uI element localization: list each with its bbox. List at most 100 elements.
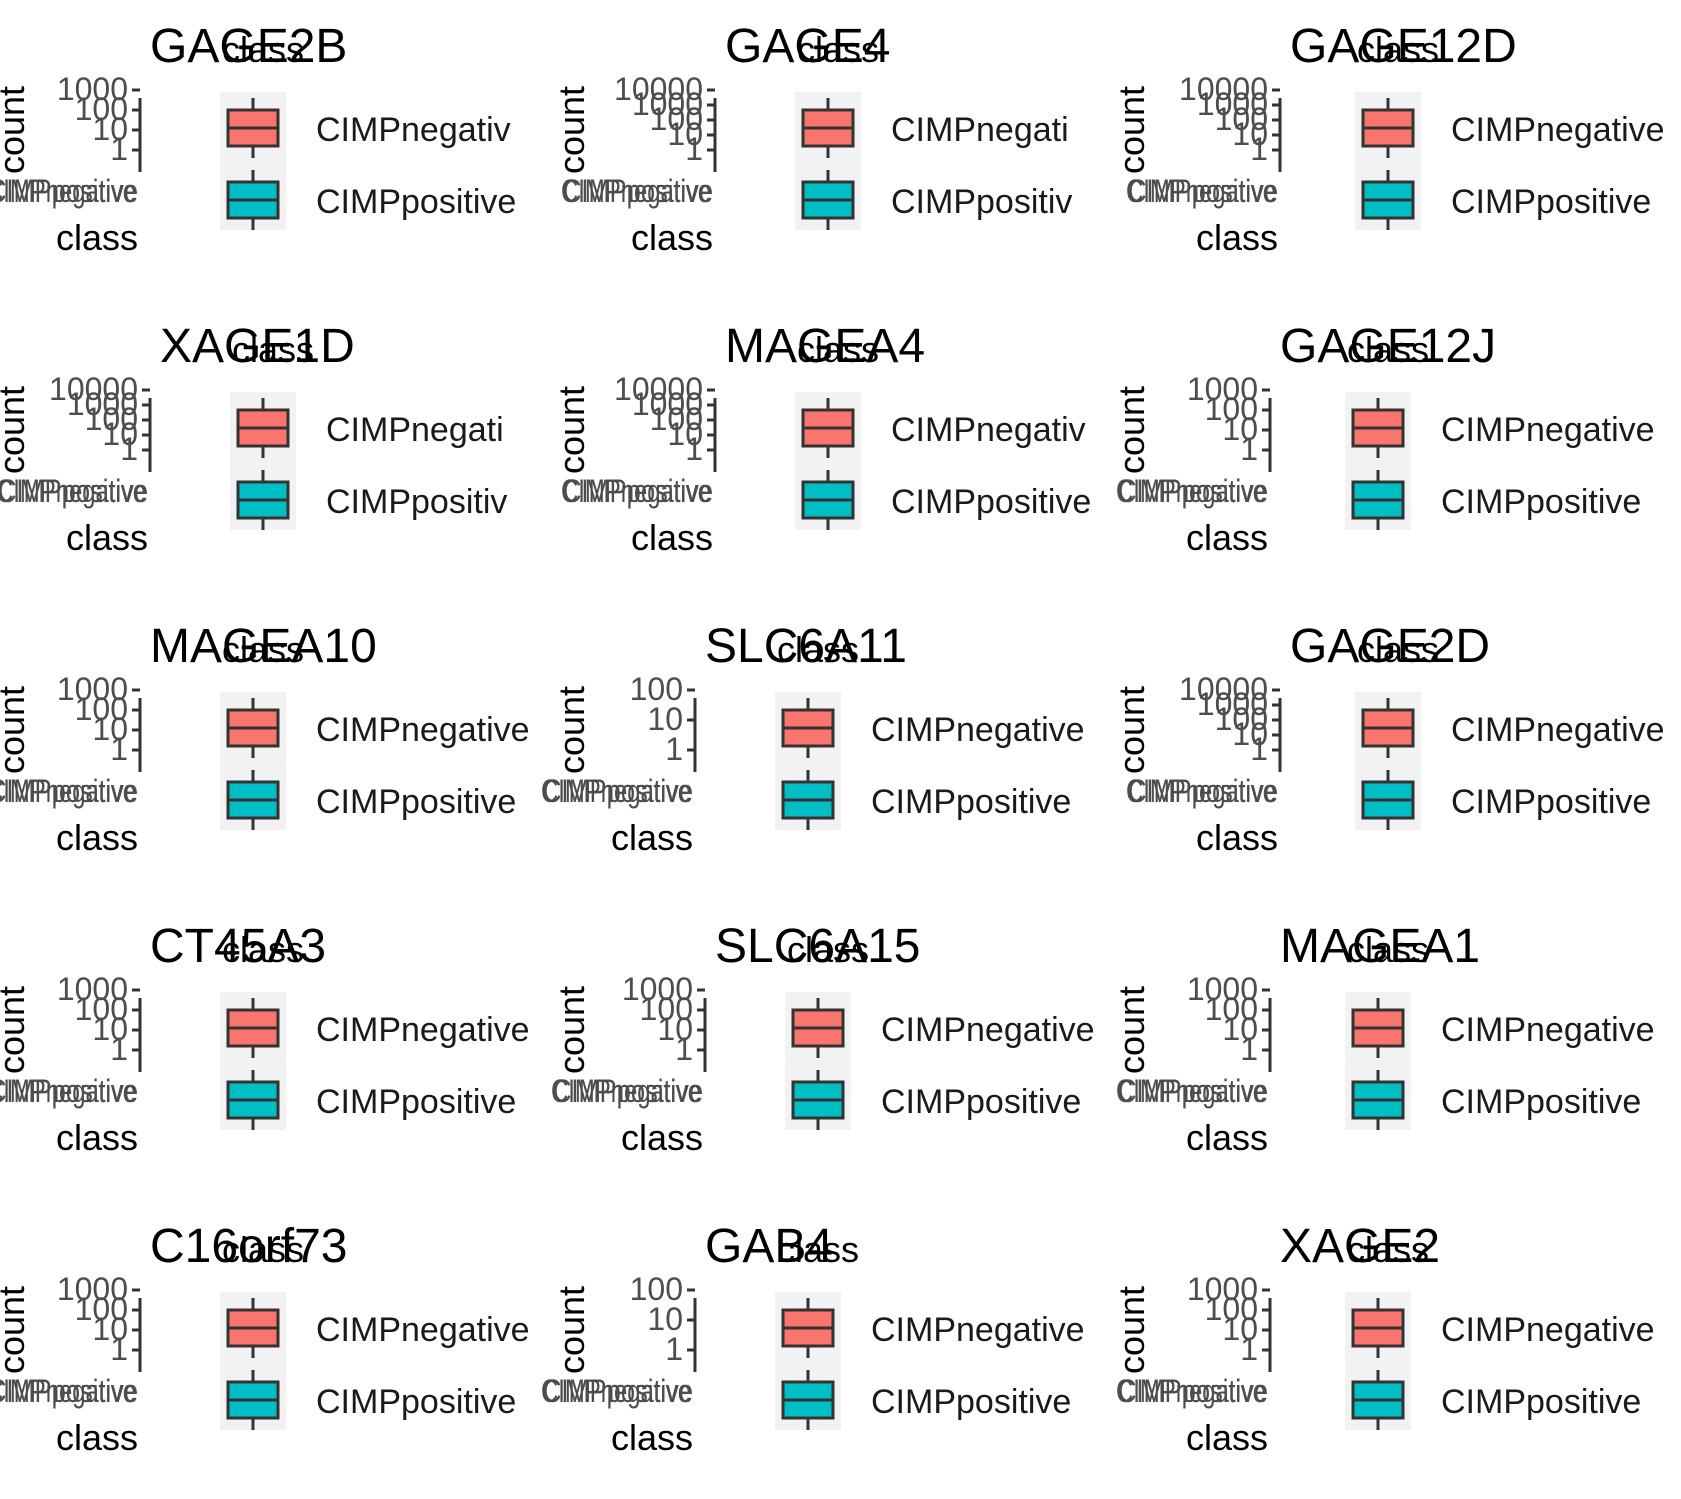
legend-label: CIMPnegativ xyxy=(891,411,1086,449)
x-tick-label: CIMPpositive xyxy=(0,173,138,209)
y-tick-label: 1 xyxy=(110,1031,128,1067)
y-tick-label: 10 xyxy=(667,416,703,452)
y-tick-label: 100 xyxy=(75,91,128,127)
y-tick-label: 10 xyxy=(92,1011,128,1047)
y-tick-label: 10 xyxy=(1222,1011,1258,1047)
y-tick-label: 1 xyxy=(665,1331,683,1367)
legend-label: CIMPnegati xyxy=(326,411,504,449)
y-tick-label: 10 xyxy=(1222,1311,1258,1347)
y-tick-label: 1 xyxy=(685,431,703,467)
y-tick-label: 1000 xyxy=(1187,1271,1258,1307)
x-axis-label: class xyxy=(1186,1417,1268,1458)
y-tick-label: 10000 xyxy=(614,371,703,407)
x-axis-label: class xyxy=(1186,517,1268,558)
legend-label: CIMPnegative xyxy=(1441,1011,1655,1049)
legend-title: class xyxy=(797,329,879,370)
legend-label: CIMPpositive xyxy=(1441,1083,1641,1121)
x-tick-label: CIMPnegative xyxy=(0,173,136,209)
y-tick-label: 10000 xyxy=(614,71,703,107)
legend-item: CIMPnegative xyxy=(226,998,530,1058)
y-tick-label: 100 xyxy=(1205,1291,1258,1327)
y-axis-label: count xyxy=(551,386,592,474)
legend-label: CIMPpositive xyxy=(316,783,516,821)
y-tick-label: 100 xyxy=(650,101,703,137)
legend-title: class xyxy=(232,329,314,370)
y-tick-label: 100 xyxy=(1205,391,1258,427)
x-tick-label: CIMPpositive xyxy=(543,1373,693,1409)
legend-item: CIMPpositive xyxy=(791,1070,1081,1130)
panel-title: XAGE2 xyxy=(1280,1220,1440,1273)
y-tick-label: 10 xyxy=(657,1011,693,1047)
panel-title: C16orf73 xyxy=(150,1220,347,1273)
legend-label: CIMPpositive xyxy=(871,783,1071,821)
legend-item: CIMPnegative xyxy=(226,698,530,758)
legend-label: CIMPnegative xyxy=(1441,411,1655,449)
y-tick-label: 1 xyxy=(110,731,128,767)
panel-title: GAGE2B xyxy=(150,20,347,73)
panel-title: GAB4 xyxy=(705,1220,833,1273)
y-tick-label: 1 xyxy=(1250,731,1268,767)
y-tick-label: 1 xyxy=(120,431,138,467)
legend-item: CIMPnegative xyxy=(1351,1298,1655,1358)
x-axis-label: class xyxy=(1186,1117,1268,1158)
legend-label: CIMPnegative xyxy=(1451,711,1665,749)
legend-label: CIMPpositiv xyxy=(326,483,507,521)
y-tick-label: 100 xyxy=(630,671,683,707)
y-axis-label: count xyxy=(1111,86,1152,174)
y-tick-label: 1 xyxy=(685,131,703,167)
legend-label: CIMPnegati xyxy=(891,111,1069,149)
x-tick-label: CIMPpositive xyxy=(0,1073,138,1109)
y-tick-label: 10 xyxy=(92,1311,128,1347)
x-tick-label: CIMPnegative xyxy=(541,1373,691,1409)
legend-label: CIMPnegative xyxy=(871,1311,1085,1349)
y-axis-label: count xyxy=(0,386,32,474)
x-tick-label: CIMPnegative xyxy=(1116,1073,1266,1109)
x-tick-label: CIMPpositive xyxy=(0,773,138,809)
x-tick-label: CIMPnegative xyxy=(0,1373,136,1409)
y-tick-label: 100 xyxy=(75,691,128,727)
legend-label: CIMPpositive xyxy=(316,1383,516,1421)
x-tick-label: CIMPnegative xyxy=(1126,173,1276,209)
panel-title: MAGEA1 xyxy=(1280,920,1480,973)
legend-item: CIMPnegativ xyxy=(226,98,511,158)
y-tick-label: 100 xyxy=(1215,701,1268,737)
y-axis-label: count xyxy=(0,986,32,1074)
y-axis-label: count xyxy=(1111,986,1152,1074)
y-tick-label: 1 xyxy=(665,731,683,767)
legend-label: CIMPpositive xyxy=(316,1083,516,1121)
legend-item: CIMPpositive xyxy=(781,1370,1071,1430)
legend-item: CIMPnegative xyxy=(1361,698,1665,758)
x-tick-label: CIMPnegative xyxy=(561,473,711,509)
legend-label: CIMPpositiv xyxy=(891,183,1072,221)
legend-label: CIMPnegative xyxy=(316,1011,530,1049)
x-tick-label: CIMPpositive xyxy=(543,773,693,809)
x-tick-label: CIMPnegative xyxy=(561,173,711,209)
legend-label: CIMPpositive xyxy=(316,183,516,221)
legend-item: CIMPnegative xyxy=(791,998,1095,1058)
y-tick-label: 10 xyxy=(647,701,683,737)
panel-title: XAGE1D xyxy=(160,320,355,373)
legend-label: CIMPnegative xyxy=(1441,1311,1655,1349)
legend-title: class xyxy=(222,29,304,70)
legend-item: CIMPnegati xyxy=(236,398,504,458)
legend-label: CIMPpositive xyxy=(881,1083,1081,1121)
y-tick-label: 1000 xyxy=(57,71,128,107)
legend-label: CIMPnegativ xyxy=(316,111,511,149)
y-tick-label: 10000 xyxy=(1179,71,1268,107)
legend-item: CIMPpositive xyxy=(226,1370,516,1430)
legend-item: CIMPpositive xyxy=(226,770,516,830)
x-tick-label: CIMPnegative xyxy=(0,773,136,809)
x-tick-label: CIMPnegative xyxy=(551,1073,701,1109)
legend-title: class xyxy=(1347,329,1429,370)
